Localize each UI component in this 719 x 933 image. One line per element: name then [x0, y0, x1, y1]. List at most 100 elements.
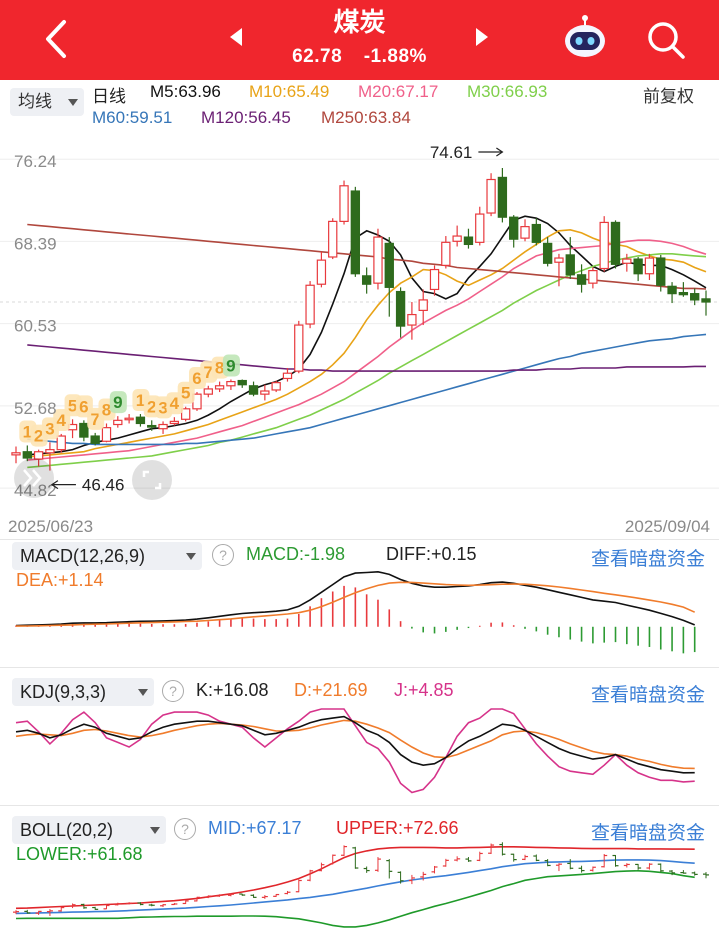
dark-pool-link[interactable]: 查看暗盘资金 — [590, 549, 705, 570]
candle-body[interactable] — [610, 221, 621, 265]
back-arrow-icon[interactable] — [36, 16, 82, 62]
prev-stock-icon[interactable] — [222, 22, 252, 52]
ma60-value: M60:59.51 — [92, 108, 173, 127]
candle-body[interactable] — [248, 385, 259, 395]
td-marker-label: 7 — [90, 410, 99, 429]
td-marker-label: 8 — [215, 359, 224, 378]
candle-body[interactable] — [667, 285, 677, 295]
candle-body[interactable] — [418, 299, 428, 311]
candle-body[interactable] — [147, 424, 157, 428]
candle-body[interactable] — [565, 254, 575, 276]
candle-body[interactable] — [169, 420, 180, 425]
adjust-mode[interactable]: 前复权 — [643, 87, 694, 106]
divider — [0, 805, 719, 806]
candle-body[interactable] — [124, 417, 134, 421]
candle-body[interactable] — [294, 324, 304, 372]
fullscreen-button[interactable] — [132, 460, 172, 500]
candle-body[interactable] — [305, 284, 315, 325]
candle-body[interactable] — [282, 372, 293, 380]
candle-body[interactable] — [554, 257, 564, 263]
candle-body[interactable] — [656, 257, 666, 286]
candle-body[interactable] — [135, 416, 146, 425]
candle-body[interactable] — [226, 380, 236, 387]
candle-body[interactable] — [316, 259, 327, 285]
candle-body[interactable] — [441, 241, 451, 266]
candle-body[interactable] — [531, 223, 541, 243]
price-line: 62.78 -1.88% — [0, 46, 719, 68]
j-value: J:+4.85 — [394, 680, 454, 700]
help-icon[interactable]: ? — [212, 544, 234, 566]
help-icon[interactable]: ? — [162, 680, 184, 702]
expand-sidebar-button[interactable] — [14, 458, 54, 498]
candle-body[interactable] — [588, 270, 598, 284]
low-marker-label: 46.46 — [82, 476, 125, 495]
d-line — [15, 719, 695, 770]
candle-body[interactable] — [361, 275, 372, 285]
kdj-chart — [15, 708, 695, 794]
candle-body[interactable] — [90, 435, 100, 444]
candle-body[interactable] — [339, 185, 349, 222]
ma10-value: M10:65.49 — [249, 82, 330, 101]
help-icon[interactable]: ? — [174, 818, 196, 840]
candle-body[interactable] — [271, 382, 281, 391]
candle-body[interactable] — [599, 221, 609, 270]
candle-body[interactable] — [56, 435, 66, 451]
robot-assistant-icon[interactable] — [560, 14, 610, 60]
candle-body[interactable] — [101, 427, 112, 442]
candle-body[interactable] — [701, 298, 711, 303]
candlestick-chart[interactable]: 1 2 3 45 67 8 9 1 2 3 456 7 8 9 76.2468.3960.5352.684… — [0, 132, 719, 540]
candle-body[interactable] — [350, 190, 361, 275]
indicator-selector-ma[interactable]: 均线 — [10, 88, 84, 116]
indicator-selector-kdj[interactable]: KDJ(9,3,3) — [12, 678, 154, 706]
candle-body[interactable] — [33, 451, 44, 460]
period-label[interactable]: 日线 — [92, 87, 126, 106]
candle-body[interactable] — [214, 385, 225, 390]
candle-body[interactable] — [237, 379, 247, 386]
dark-pool-link[interactable]: 查看暗盘资金 — [590, 685, 705, 706]
y-tick-label: 68.39 — [14, 234, 57, 253]
dark-pool-link[interactable]: 查看暗盘资金 — [590, 823, 705, 844]
candle-body[interactable] — [542, 242, 553, 264]
candle-body[interactable] — [328, 220, 338, 258]
search-icon[interactable] — [644, 18, 688, 62]
next-stock-icon[interactable] — [466, 22, 496, 52]
td-marker-label: 8 — [102, 400, 111, 419]
double-chevron-icon — [23, 469, 33, 487]
candle-body[interactable] — [497, 176, 508, 218]
candle-body[interactable] — [690, 293, 700, 301]
lower-value: LOWER:+61.68 — [16, 844, 143, 864]
candle-body[interactable] — [373, 236, 383, 284]
candle-body[interactable] — [384, 242, 394, 288]
candle-body[interactable] — [260, 390, 270, 395]
candle-body[interactable] — [429, 268, 440, 291]
candle-body[interactable] — [407, 313, 417, 326]
candle-body[interactable] — [633, 258, 643, 275]
low-arrow-head — [50, 480, 59, 490]
candle-body[interactable] — [509, 216, 519, 240]
candle-body[interactable] — [520, 226, 530, 239]
candle-body[interactable] — [45, 449, 55, 454]
candle-body[interactable] — [203, 388, 213, 395]
candle-body[interactable] — [452, 235, 462, 242]
candle-body[interactable] — [678, 291, 689, 296]
macd-value: MACD:-1.98 — [246, 544, 346, 564]
candle-body[interactable] — [475, 213, 485, 243]
candle-body[interactable] — [395, 290, 406, 327]
candle-body[interactable] — [158, 423, 168, 430]
candle-body[interactable] — [181, 408, 191, 420]
candle-body[interactable] — [11, 452, 21, 456]
candle-body[interactable] — [486, 178, 496, 214]
macd-chart — [15, 570, 696, 654]
chevron-down-icon — [186, 553, 196, 560]
td-marker-label: 4 — [170, 394, 180, 413]
td-marker-label: 4 — [57, 411, 67, 430]
candle-body[interactable] — [622, 258, 632, 264]
indicator-selector-macd[interactable]: MACD(12,26,9) — [12, 542, 202, 570]
indicator-selector-boll[interactable]: BOLL(20,2) — [12, 816, 166, 844]
candle-body[interactable] — [113, 419, 123, 426]
candle-body[interactable] — [576, 274, 587, 285]
candle-body[interactable] — [644, 257, 655, 275]
candle-body[interactable] — [463, 236, 474, 246]
candle-body[interactable] — [22, 451, 32, 459]
candle-body[interactable] — [79, 422, 89, 438]
